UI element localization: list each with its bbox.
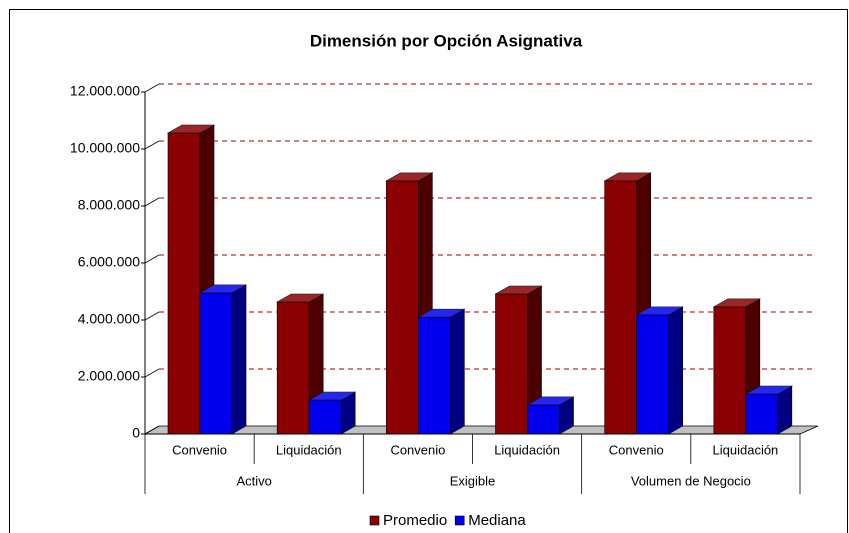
- bar-side-shade: [232, 284, 246, 434]
- bar: [604, 180, 637, 435]
- bar: [527, 404, 560, 435]
- y-tick-label: 12.000.000: [70, 83, 140, 99]
- bar-side-shade: [777, 386, 792, 434]
- x-tick-label: Convenio: [609, 442, 664, 457]
- bar: [386, 180, 419, 435]
- bar-top-shade: [200, 284, 246, 293]
- bar-side-shade: [450, 309, 465, 434]
- bar-top-shade: [418, 309, 465, 318]
- x-tick-label: Liquidación: [494, 442, 560, 457]
- bar-side-shade: [559, 396, 574, 434]
- y-tick-label: 6.000.000: [78, 254, 140, 270]
- grid-diagonal: [144, 425, 160, 435]
- grid-diagonal: [144, 83, 160, 93]
- bar-side-shade: [527, 286, 542, 434]
- bar-top-shade: [636, 306, 683, 315]
- bar: [308, 399, 342, 435]
- y-tick-label: 4.000.000: [78, 311, 140, 327]
- x-tick-label: Liquidación: [276, 442, 342, 457]
- bar-top-shade: [386, 172, 433, 181]
- bar-top-shade: [745, 386, 792, 395]
- legend-label: Mediana: [468, 512, 526, 529]
- x-group-label: Volumen de Negocio: [631, 473, 751, 488]
- y-tick-label: 0: [132, 425, 140, 441]
- bar: [495, 293, 528, 435]
- y-tick-label: 10.000.000: [70, 140, 140, 156]
- y-tick-label: 2.000.000: [78, 368, 140, 384]
- bar-side-shade: [668, 306, 683, 434]
- x-group-label: Exigible: [450, 473, 496, 488]
- bar-top-shade: [527, 396, 574, 405]
- bar: [418, 316, 451, 435]
- x-tick-label: Convenio: [172, 442, 227, 457]
- bar: [713, 306, 747, 435]
- bar-top-shade: [309, 392, 356, 401]
- chart-title: Dimensión por Opción Asignativa: [310, 31, 583, 50]
- x-group-label: Activo: [236, 473, 271, 488]
- bar: [199, 292, 233, 435]
- bar-top-shade: [277, 294, 324, 303]
- bar-top-shade: [168, 125, 214, 134]
- legend-swatch: [369, 515, 380, 526]
- legend-swatch: [454, 515, 465, 526]
- bar: [167, 132, 201, 435]
- bar-side-shade: [341, 392, 356, 434]
- legend-label: Promedio: [383, 512, 447, 529]
- x-tick-label: Liquidación: [713, 442, 779, 457]
- bar-top-shade: [604, 172, 651, 181]
- bar: [745, 393, 779, 435]
- bar-top-shade: [713, 298, 760, 307]
- grid-diagonal: [144, 254, 160, 264]
- bar: [276, 301, 310, 435]
- grid-diagonal: [144, 311, 160, 321]
- x-tick-label: Convenio: [390, 442, 445, 457]
- y-tick-label: 8.000.000: [78, 197, 140, 213]
- grid-diagonal: [144, 368, 160, 378]
- bar: [636, 314, 669, 435]
- bar-top-shade: [495, 286, 542, 295]
- grid-diagonal: [144, 140, 160, 150]
- grid-diagonal: [144, 197, 160, 207]
